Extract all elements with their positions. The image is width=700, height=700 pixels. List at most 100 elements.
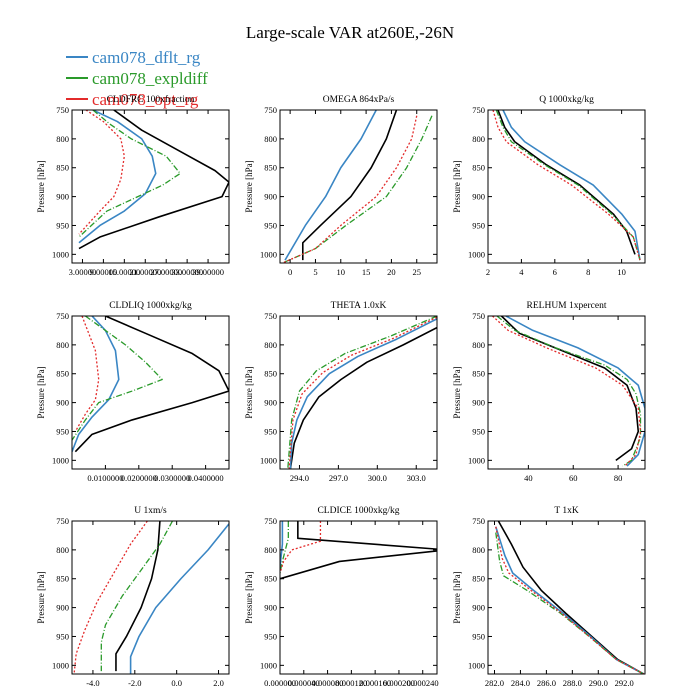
legend-item-dflt: cam078_dflt_rg xyxy=(66,48,201,67)
series-line-dflt xyxy=(289,318,437,469)
y-axis-title: Pressure [hPa] xyxy=(36,571,46,623)
plot-frame xyxy=(487,520,646,675)
panel-8: CLDICE 1000xkg/kg 750 800 850 900 950 1000 Pres… xyxy=(244,506,439,688)
panel-title: CLDICE 1000xkg/kg xyxy=(317,506,399,516)
x-tick-label: 0.000240 xyxy=(407,678,439,688)
x-tick-label: 80 xyxy=(614,473,623,483)
x-tick-label: 0.0300000 xyxy=(154,473,190,483)
series-line-dflt xyxy=(502,110,641,261)
series-group xyxy=(72,316,229,453)
x-tick-label: 0.0200000 xyxy=(121,473,157,483)
plot-frame xyxy=(487,109,646,264)
series-line-expldiff xyxy=(495,532,645,674)
series-line-opt xyxy=(78,110,125,235)
x-tick-label: 0.000040 xyxy=(288,678,320,688)
series-line-opt xyxy=(282,115,418,263)
x-tick-label: 25 xyxy=(412,267,421,277)
series-line-opt xyxy=(74,316,100,432)
y-tick-label: 850 xyxy=(472,369,485,379)
y-tick-label: 1000 xyxy=(260,249,277,259)
panel-grid: CLDFRC 100xfraction7508008509009501000Pr… xyxy=(36,94,646,688)
panel-9: T 1xK 750 800 850 900 950 1000 Pressure [hPa] 28… xyxy=(452,506,646,688)
y-tick-label: 800 xyxy=(264,545,277,555)
y-tick-label: 1000 xyxy=(468,249,485,259)
panel-4: CLDLIQ 1000xkg/kg 750 800 850 900 950 1000 Pres… xyxy=(36,301,230,483)
x-tick-label: 39.00000 xyxy=(192,267,224,277)
plot-frame xyxy=(71,315,230,470)
series-line-dflt xyxy=(129,523,229,674)
plot-frame xyxy=(279,109,438,264)
series-line-expldiff xyxy=(78,110,181,238)
y-tick-label: 800 xyxy=(56,134,69,144)
series-group xyxy=(282,110,433,263)
x-tick-label: 2.0 xyxy=(213,678,224,688)
x-tick-label: 0.0100000 xyxy=(87,473,123,483)
x-tick-label: 20 xyxy=(387,267,396,277)
y-tick-label: 950 xyxy=(264,426,277,436)
y-tick-label: 800 xyxy=(264,340,277,350)
x-tick-label: 40 xyxy=(524,473,533,483)
x-tick-label: 0 xyxy=(288,267,292,277)
x-tick-label: 4 xyxy=(519,267,524,277)
panel-title: THETA 1.0xK xyxy=(331,301,387,311)
x-tick-label: 286.0 xyxy=(537,678,556,688)
y-tick-label: 850 xyxy=(472,574,485,584)
x-tick-label: 8 xyxy=(586,267,590,277)
plot-frame xyxy=(71,520,230,675)
y-axis-title: Pressure [hPa] xyxy=(452,160,462,212)
y-tick-label: 750 xyxy=(56,311,69,321)
x-tick-label: 60 xyxy=(569,473,578,483)
x-tick-label: 27.00000 xyxy=(150,267,182,277)
series-line-expldiff xyxy=(495,110,641,261)
series-group xyxy=(78,110,229,250)
x-tick-label: 0.0 xyxy=(171,678,182,688)
x-tick-label: -4.0 xyxy=(86,678,99,688)
y-tick-label: 1000 xyxy=(260,660,277,670)
y-tick-label: 800 xyxy=(56,340,69,350)
y-tick-label: 900 xyxy=(56,603,69,613)
series-line-expldiff xyxy=(287,316,437,469)
series-line-opt xyxy=(73,521,148,674)
x-tick-label: 9.00000 xyxy=(90,267,118,277)
y-tick-label: 750 xyxy=(472,105,485,115)
y-tick-label: 750 xyxy=(472,516,485,526)
y-tick-label: 1000 xyxy=(52,249,69,259)
y-tick-label: 750 xyxy=(264,516,277,526)
y-tick-label: 950 xyxy=(472,220,485,230)
y-tick-label: 850 xyxy=(56,163,69,173)
x-tick-label: 5 xyxy=(313,267,317,277)
y-tick-label: 750 xyxy=(56,105,69,115)
series-line-opt xyxy=(492,316,642,467)
y-tick-label: 750 xyxy=(264,311,277,321)
x-tick-label: 2 xyxy=(486,267,490,277)
y-tick-label: 800 xyxy=(472,340,485,350)
x-tick-label: 0.0400000 xyxy=(188,473,224,483)
x-tick-label: 0.000160 xyxy=(359,678,391,688)
panel-title: CLDFRC 100xfraction xyxy=(107,94,195,105)
y-tick-label: 1000 xyxy=(52,455,69,465)
panel-3: Q 1000xkg/kg 750 800 850 900 950 1000 Pressure … xyxy=(452,95,646,277)
y-tick-label: 900 xyxy=(264,192,277,202)
series-group xyxy=(280,521,437,580)
series-line-opt xyxy=(288,316,437,469)
panel-title: CLDLIQ 1000xkg/kg xyxy=(109,301,192,311)
x-tick-label: 0.000120 xyxy=(335,678,367,688)
series-line-ref xyxy=(74,316,229,453)
x-tick-label: 0.000000 xyxy=(264,678,296,688)
panel-2: OMEGA 864xPa/s 750 800 850 900 950 1000 Pressur… xyxy=(244,95,438,277)
y-axis-title: Pressure [hPa] xyxy=(244,366,254,418)
y-axis-title: Pressure [hPa] xyxy=(36,160,46,212)
series-line-expldiff xyxy=(100,521,174,672)
y-axis-title: Pressure [hPa] xyxy=(244,571,254,623)
series-line-ref xyxy=(497,521,645,674)
series-line-dflt xyxy=(78,110,157,244)
series-line-dflt xyxy=(505,316,645,467)
series-line-ref xyxy=(280,521,437,580)
y-axis-title: Pressure [hPa] xyxy=(244,160,254,212)
series-line-ref xyxy=(115,521,161,672)
y-axis-title: Pressure [hPa] xyxy=(36,366,46,418)
series-line-dflt xyxy=(284,110,377,261)
y-tick-label: 1000 xyxy=(468,455,485,465)
panel-6: RELHUM 1xpercent 750 800 850 900 950 1000 Press… xyxy=(452,301,646,483)
series-line-ref xyxy=(289,326,437,469)
